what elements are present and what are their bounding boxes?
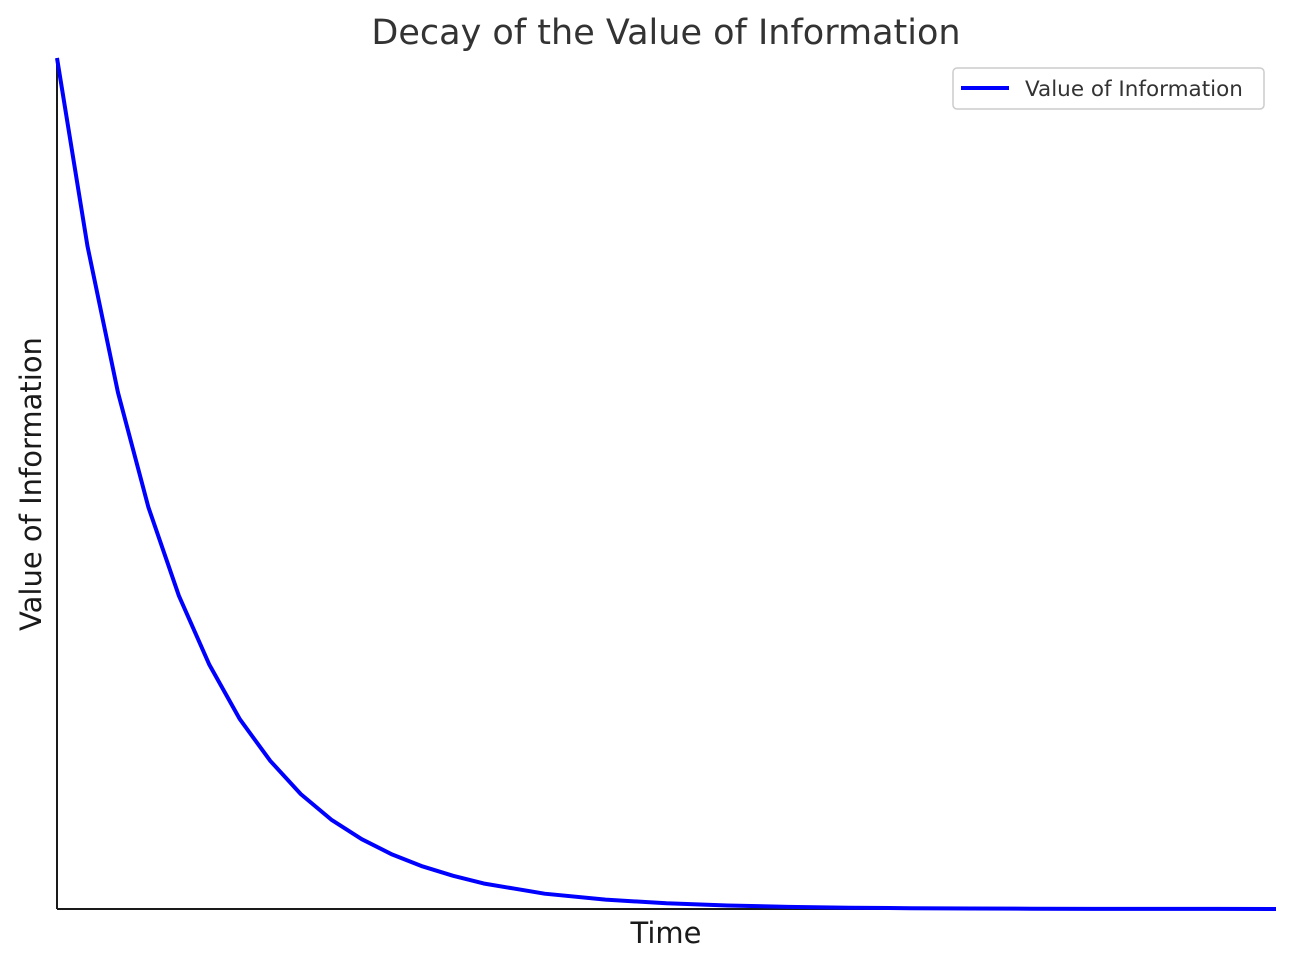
x-axis-label: Time — [630, 916, 702, 950]
series-layer — [55, 57, 1277, 911]
series-line-0 — [55, 57, 1277, 911]
legend: Value of Information — [952, 67, 1265, 110]
y-axis-label: Value of Information — [14, 337, 48, 631]
legend-label: Value of Information — [1025, 77, 1243, 102]
legend-box — [952, 67, 1265, 110]
chart-title: Decay of the Value of Information — [371, 13, 960, 53]
